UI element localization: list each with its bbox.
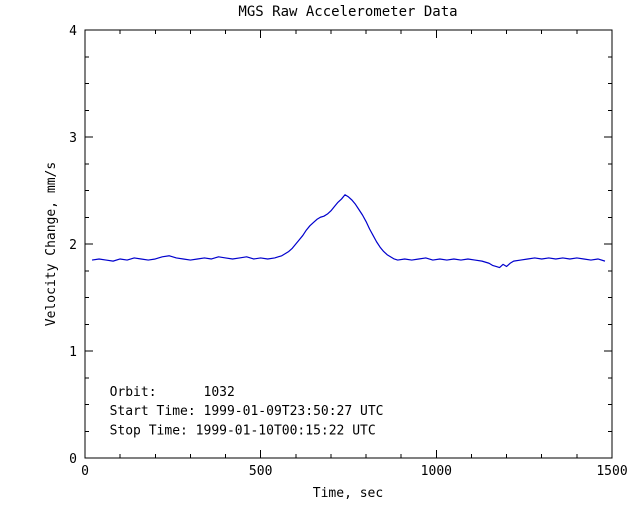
x-axis-label: Time, sec (313, 486, 383, 501)
x-tick-label: 0 (81, 464, 89, 479)
chart-title: MGS Raw Accelerometer Data (238, 4, 457, 20)
annotations: Orbit: 1032 Start Time: 1999-01-09T23:50:… (110, 385, 384, 439)
data-line (91, 194, 606, 269)
annotation-text: Stop Time: 1999-01-10T00:15:22 UTC (110, 423, 376, 438)
y-tick-label: 2 (69, 238, 77, 253)
x-tick-label: 1500 (596, 464, 627, 479)
x-tick-label: 1000 (421, 464, 452, 479)
annotation-text: Start Time: 1999-01-09T23:50:27 UTC (110, 404, 384, 419)
y-tick-label: 0 (69, 452, 77, 467)
x-tick-label: 500 (249, 464, 272, 479)
annotation-text: Orbit: 1032 (110, 385, 235, 400)
y-tick-label: 1 (69, 345, 77, 360)
y-axis-label: Velocity Change, mm/s (44, 162, 59, 326)
axis-tick-labels: 0 500 1000 1500 0 1 2 3 4 (69, 24, 627, 479)
y-tick-label: 4 (69, 24, 77, 39)
y-tick-label: 3 (69, 131, 77, 146)
axis-ticks (84, 29, 613, 459)
